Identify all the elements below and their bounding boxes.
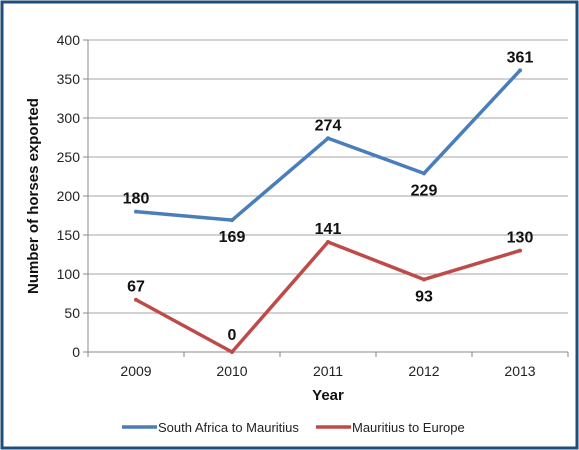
axes — [83, 39, 569, 357]
data-point — [326, 136, 330, 141]
data-point — [134, 209, 138, 214]
legend-label-1: South Africa to Mauritius — [158, 420, 299, 435]
x-tick-label-2011: 2011 — [313, 363, 343, 379]
legend-label-2: Mauritius to Europe — [352, 420, 465, 435]
data-point — [518, 248, 522, 253]
y-tick-labels: 0 50 100 150 200 250 300 350 400 — [57, 32, 81, 360]
data-point — [518, 68, 522, 73]
data-point — [230, 218, 234, 223]
data-label: 274 — [315, 117, 342, 134]
y-tick-label: 250 — [57, 149, 81, 165]
y-tick-label: 0 — [72, 344, 80, 360]
legend: South Africa to Mauritius Mauritius to Eu… — [122, 420, 465, 435]
x-tick-labels: 2009 2010 2011 2012 2013 — [120, 363, 535, 379]
y-axis-title: Number of horses exported — [25, 98, 42, 294]
x-tick-label-2009: 2009 — [120, 363, 151, 379]
y-tick-label: 300 — [57, 110, 81, 126]
series-group — [134, 68, 522, 354]
y-tick-label: 100 — [57, 266, 81, 282]
x-tick-label-2012: 2012 — [408, 363, 439, 379]
data-point — [230, 350, 234, 354]
data-label: 361 — [507, 49, 534, 66]
x-tick-label-2010: 2010 — [216, 363, 247, 379]
y-tick-label: 350 — [57, 71, 81, 87]
data-label: 229 — [411, 182, 438, 199]
data-label: 93 — [415, 288, 433, 305]
data-label: 180 — [123, 191, 150, 208]
data-point — [422, 171, 426, 176]
data-labels: 180 169 274 229 361 67 0 141 93 130 — [123, 49, 534, 344]
x-tick-label-2013: 2013 — [504, 363, 535, 379]
x-axis-title: Year — [312, 387, 344, 404]
data-label: 0 — [228, 327, 237, 344]
data-point — [134, 297, 138, 302]
data-point — [422, 277, 426, 282]
data-label: 169 — [219, 229, 246, 246]
data-label: 141 — [315, 221, 342, 238]
y-tick-label: 400 — [57, 32, 81, 48]
data-label: 67 — [127, 279, 145, 296]
y-tick-label: 200 — [57, 188, 81, 204]
data-label: 130 — [507, 230, 534, 247]
y-tick-label: 50 — [64, 305, 80, 321]
gridlines — [88, 39, 568, 314]
data-point — [326, 240, 330, 245]
y-tick-label: 150 — [57, 227, 81, 243]
